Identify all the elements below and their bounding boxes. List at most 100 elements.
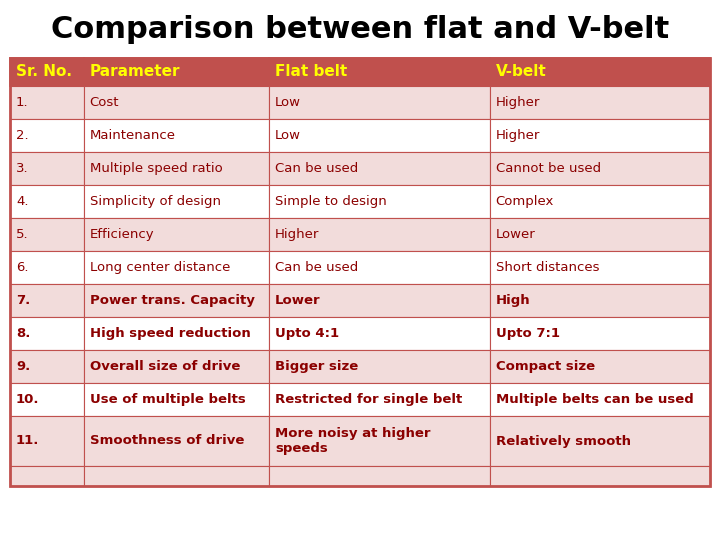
Bar bbox=[10, 383, 84, 416]
Bar bbox=[490, 218, 710, 251]
Bar bbox=[490, 119, 710, 152]
Text: Complex: Complex bbox=[495, 195, 554, 208]
Text: 1.: 1. bbox=[16, 96, 29, 109]
Text: 6.: 6. bbox=[16, 261, 29, 274]
Text: Higher: Higher bbox=[275, 228, 320, 241]
Text: V-belt: V-belt bbox=[495, 64, 546, 79]
Text: 7.: 7. bbox=[16, 294, 30, 307]
Bar bbox=[10, 58, 710, 486]
Text: Comparison between flat and V-belt: Comparison between flat and V-belt bbox=[51, 16, 669, 44]
Text: Low: Low bbox=[275, 96, 301, 109]
Text: Cost: Cost bbox=[89, 96, 119, 109]
Bar bbox=[10, 466, 84, 486]
Bar bbox=[269, 58, 490, 86]
Text: Upto 7:1: Upto 7:1 bbox=[495, 327, 559, 340]
Text: 10.: 10. bbox=[16, 393, 40, 406]
Bar bbox=[84, 350, 269, 383]
Bar bbox=[490, 416, 710, 466]
Bar bbox=[84, 218, 269, 251]
Bar bbox=[490, 251, 710, 284]
Text: Sr. No.: Sr. No. bbox=[16, 64, 72, 79]
Text: Higher: Higher bbox=[495, 129, 540, 142]
Text: 2.: 2. bbox=[16, 129, 29, 142]
Bar bbox=[10, 86, 84, 119]
Bar bbox=[490, 284, 710, 317]
Text: 4.: 4. bbox=[16, 195, 29, 208]
Bar bbox=[84, 86, 269, 119]
Text: 8.: 8. bbox=[16, 327, 30, 340]
Text: Bigger size: Bigger size bbox=[275, 360, 359, 373]
Text: Higher: Higher bbox=[495, 96, 540, 109]
Bar bbox=[10, 350, 84, 383]
Text: Low: Low bbox=[275, 129, 301, 142]
Text: Power trans. Capacity: Power trans. Capacity bbox=[89, 294, 254, 307]
Bar bbox=[490, 86, 710, 119]
Text: Flat belt: Flat belt bbox=[275, 64, 347, 79]
Text: Upto 4:1: Upto 4:1 bbox=[275, 327, 339, 340]
Bar bbox=[269, 218, 490, 251]
Bar bbox=[269, 416, 490, 466]
Bar bbox=[269, 350, 490, 383]
Bar bbox=[84, 383, 269, 416]
Bar bbox=[269, 284, 490, 317]
Text: Long center distance: Long center distance bbox=[89, 261, 230, 274]
Bar bbox=[10, 185, 84, 218]
Bar bbox=[10, 119, 84, 152]
Bar bbox=[10, 251, 84, 284]
Bar bbox=[269, 185, 490, 218]
Bar bbox=[490, 317, 710, 350]
Bar bbox=[84, 58, 269, 86]
Text: Short distances: Short distances bbox=[495, 261, 599, 274]
Bar bbox=[84, 466, 269, 486]
Bar bbox=[10, 317, 84, 350]
Bar bbox=[84, 251, 269, 284]
Text: 9.: 9. bbox=[16, 360, 30, 373]
Text: High speed reduction: High speed reduction bbox=[89, 327, 251, 340]
Bar bbox=[10, 152, 84, 185]
Text: Cannot be used: Cannot be used bbox=[495, 162, 600, 175]
Text: Efficiency: Efficiency bbox=[89, 228, 154, 241]
Bar bbox=[269, 86, 490, 119]
Bar bbox=[269, 152, 490, 185]
Text: Lower: Lower bbox=[495, 228, 535, 241]
Text: Restricted for single belt: Restricted for single belt bbox=[275, 393, 462, 406]
Text: Smoothness of drive: Smoothness of drive bbox=[89, 435, 244, 448]
Bar bbox=[84, 416, 269, 466]
Text: 11.: 11. bbox=[16, 435, 40, 448]
Text: Can be used: Can be used bbox=[275, 162, 359, 175]
Bar bbox=[84, 185, 269, 218]
Bar bbox=[490, 383, 710, 416]
Text: Lower: Lower bbox=[275, 294, 320, 307]
Bar bbox=[490, 466, 710, 486]
Bar bbox=[269, 317, 490, 350]
Bar bbox=[269, 383, 490, 416]
Bar bbox=[10, 218, 84, 251]
Text: 3.: 3. bbox=[16, 162, 29, 175]
Bar bbox=[490, 58, 710, 86]
Bar bbox=[490, 185, 710, 218]
Text: Use of multiple belts: Use of multiple belts bbox=[89, 393, 246, 406]
Bar bbox=[10, 416, 84, 466]
Text: More noisy at higher
speeds: More noisy at higher speeds bbox=[275, 427, 431, 455]
Bar bbox=[269, 251, 490, 284]
Text: Overall size of drive: Overall size of drive bbox=[89, 360, 240, 373]
Text: High: High bbox=[495, 294, 530, 307]
Bar bbox=[84, 317, 269, 350]
Text: Maintenance: Maintenance bbox=[89, 129, 176, 142]
Bar bbox=[269, 466, 490, 486]
Bar bbox=[84, 284, 269, 317]
Text: Relatively smooth: Relatively smooth bbox=[495, 435, 631, 448]
Bar bbox=[269, 119, 490, 152]
Bar bbox=[10, 284, 84, 317]
Text: 5.: 5. bbox=[16, 228, 29, 241]
Bar bbox=[490, 350, 710, 383]
Text: Simplicity of design: Simplicity of design bbox=[89, 195, 220, 208]
Bar bbox=[84, 152, 269, 185]
Bar bbox=[84, 119, 269, 152]
Bar bbox=[10, 58, 84, 86]
Text: Compact size: Compact size bbox=[495, 360, 595, 373]
Text: Simple to design: Simple to design bbox=[275, 195, 387, 208]
Bar bbox=[490, 152, 710, 185]
Text: Multiple speed ratio: Multiple speed ratio bbox=[89, 162, 222, 175]
Text: Multiple belts can be used: Multiple belts can be used bbox=[495, 393, 693, 406]
